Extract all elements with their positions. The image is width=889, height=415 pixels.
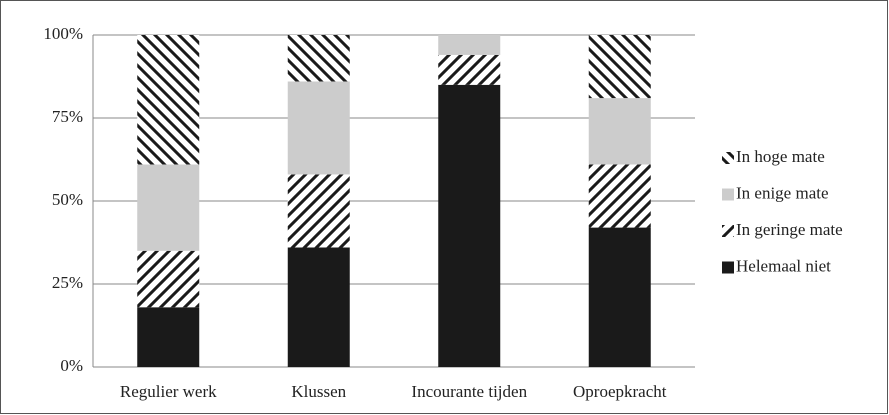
bar-segment bbox=[588, 227, 651, 367]
legend-swatch bbox=[722, 188, 734, 201]
legend-label: In hoge mate bbox=[736, 147, 825, 166]
legend-label: In geringe mate bbox=[736, 220, 843, 239]
bar-segment bbox=[287, 247, 350, 367]
legend-swatch bbox=[722, 152, 734, 164]
bar-segment bbox=[137, 35, 200, 165]
bar-segment bbox=[588, 35, 651, 99]
bar-segment bbox=[438, 84, 501, 368]
y-tick-label: 100% bbox=[43, 24, 83, 43]
bar-segment bbox=[137, 164, 200, 251]
y-tick-label: 0% bbox=[60, 356, 83, 375]
bar-segment bbox=[588, 164, 651, 228]
x-tick-label: Incourante tijden bbox=[411, 382, 527, 401]
bar-segment bbox=[287, 174, 350, 248]
bar-segment bbox=[287, 35, 350, 82]
y-tick-label: 50% bbox=[52, 190, 83, 209]
bar-segment bbox=[137, 307, 200, 367]
x-tick-label: Oproepkracht bbox=[573, 382, 667, 401]
bar-segment bbox=[287, 81, 350, 175]
bar-segment bbox=[438, 35, 501, 55]
bar-segment bbox=[438, 54, 501, 85]
legend-label: Helemaal niet bbox=[736, 256, 831, 275]
legend-swatch bbox=[722, 225, 734, 237]
x-tick-label: Regulier werk bbox=[120, 382, 217, 401]
x-tick-label: Klussen bbox=[291, 382, 346, 401]
legend-label: In enige mate bbox=[736, 183, 829, 202]
legend-swatch bbox=[722, 261, 734, 274]
bar-segment bbox=[588, 98, 651, 165]
y-tick-label: 75% bbox=[52, 107, 83, 126]
y-tick-label: 25% bbox=[52, 273, 83, 292]
bar-segment bbox=[137, 250, 200, 308]
